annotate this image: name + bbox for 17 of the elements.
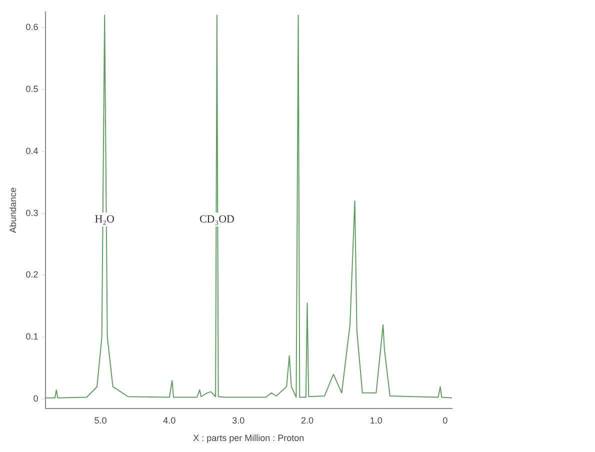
x-tick-label: 1.0 <box>370 415 382 426</box>
y-tick-label: 0.1 <box>26 332 38 342</box>
y-tick-label: 0.3 <box>26 208 38 218</box>
x-tick-label: 0 <box>442 415 448 426</box>
annotation: CD₃OD <box>199 213 234 226</box>
y-tick-label: 0.6 <box>26 22 38 32</box>
x-tick-label: 2.0 <box>300 415 314 426</box>
y-tick-label: 0.4 <box>26 146 38 156</box>
y-tick-label: 0 <box>33 394 38 404</box>
y-axis-title: Abundance <box>8 187 18 233</box>
x-axis-title: X : parts per Million : Proton <box>193 433 304 444</box>
x-tick-label: 5.0 <box>94 415 107 426</box>
y-tick-label: 0.2 <box>26 270 38 280</box>
x-tick-label: 3.0 <box>232 415 245 426</box>
x-tick-label: 4.0 <box>163 415 176 426</box>
y-tick-label: 0.5 <box>26 84 38 94</box>
annotation: H₂O <box>94 213 115 226</box>
